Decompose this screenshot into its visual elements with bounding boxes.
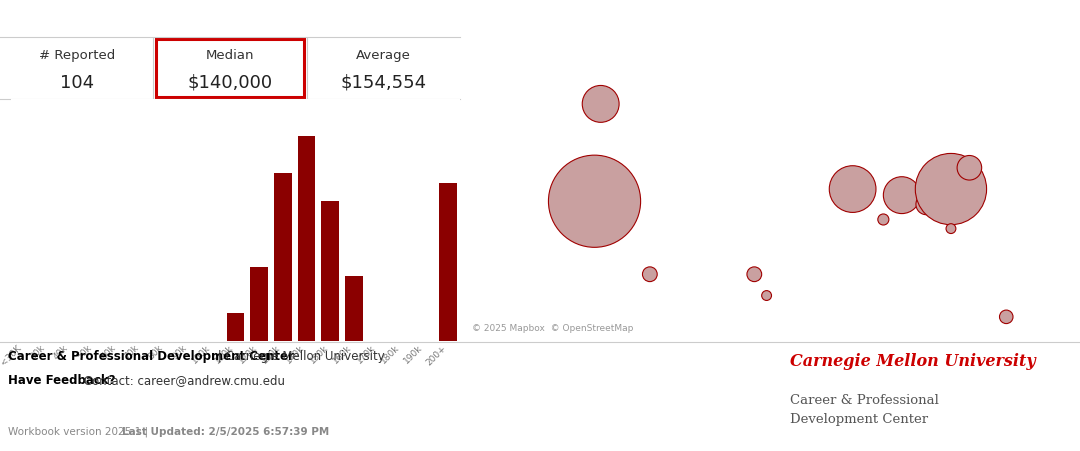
Text: Career & Professional
Development Center: Career & Professional Development Center — [789, 393, 939, 425]
Bar — [440, 183, 457, 341]
Text: Career & Professional Development Center: Career & Professional Development Center — [8, 349, 294, 362]
Text: | Carnegie Mellon University: | Carnegie Mellon University — [214, 349, 384, 362]
Ellipse shape — [883, 177, 920, 214]
Ellipse shape — [582, 86, 619, 123]
Ellipse shape — [549, 156, 640, 248]
Text: Carnegie Mellon University: Carnegie Mellon University — [789, 352, 1036, 369]
Bar — [345, 276, 363, 341]
Text: Last Updated: 2/5/2025 6:57:39 PM: Last Updated: 2/5/2025 6:57:39 PM — [122, 426, 329, 436]
Ellipse shape — [946, 224, 956, 234]
Ellipse shape — [999, 310, 1013, 324]
Text: Average: Average — [356, 49, 410, 62]
Text: Workbook version 2025.1 |: Workbook version 2025.1 | — [8, 426, 151, 437]
Bar — [297, 137, 315, 341]
Bar — [321, 202, 339, 341]
Ellipse shape — [878, 215, 889, 226]
Text: # Reported: # Reported — [39, 49, 114, 62]
Bar — [227, 313, 244, 341]
Text: Contact: career@andrew.cmu.edu: Contact: career@andrew.cmu.edu — [80, 373, 285, 386]
Text: Locations: Locations — [724, 9, 822, 29]
Ellipse shape — [747, 267, 761, 282]
Text: Have Feedback?: Have Feedback? — [8, 373, 116, 386]
Text: Salary: Salary — [198, 9, 262, 29]
Text: $140,000: $140,000 — [188, 74, 272, 92]
Text: Median: Median — [206, 49, 254, 62]
Ellipse shape — [957, 156, 982, 181]
Bar — [274, 174, 292, 341]
Text: $154,554: $154,554 — [340, 74, 427, 92]
Bar — [251, 267, 268, 341]
Text: © 2025 Mapbox  © OpenStreetMap: © 2025 Mapbox © OpenStreetMap — [472, 323, 633, 332]
Ellipse shape — [761, 291, 771, 301]
Text: 104: 104 — [59, 74, 94, 92]
Ellipse shape — [916, 194, 936, 215]
Ellipse shape — [829, 166, 876, 213]
Ellipse shape — [643, 267, 658, 282]
Ellipse shape — [916, 154, 987, 225]
